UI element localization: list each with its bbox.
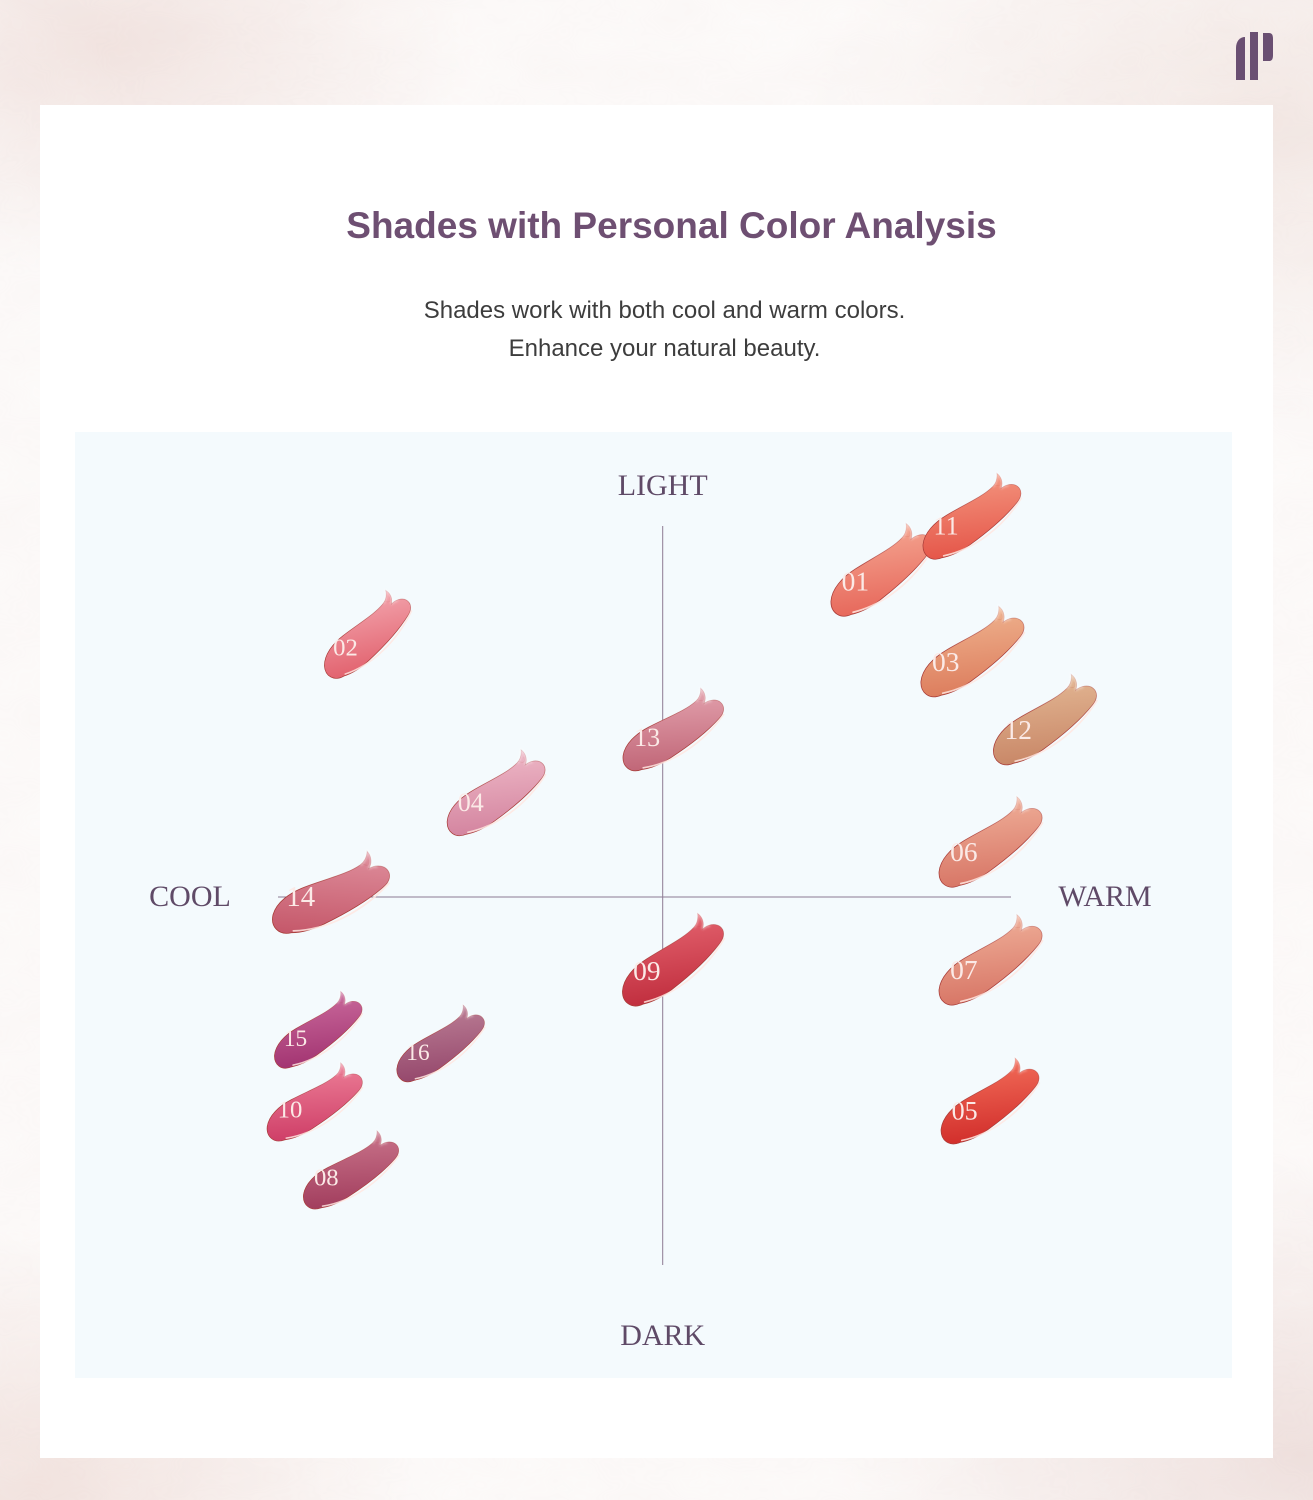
- svg-text:10: 10: [278, 1097, 303, 1124]
- svg-text:03: 03: [932, 647, 959, 677]
- svg-text:15: 15: [284, 1026, 307, 1052]
- svg-text:16: 16: [406, 1040, 429, 1066]
- svg-text:02: 02: [333, 634, 358, 661]
- svg-text:13: 13: [634, 723, 660, 752]
- svg-text:COOL: COOL: [149, 880, 231, 913]
- svg-text:06: 06: [950, 837, 977, 867]
- svg-text:01: 01: [842, 566, 869, 596]
- svg-text:08: 08: [314, 1165, 339, 1192]
- svg-text:14: 14: [286, 881, 315, 913]
- svg-text:LIGHT: LIGHT: [618, 469, 708, 502]
- svg-text:09: 09: [633, 956, 660, 986]
- svg-text:07: 07: [950, 955, 977, 985]
- svg-text:WARM: WARM: [1058, 880, 1151, 913]
- svg-text:12: 12: [1005, 715, 1032, 745]
- svg-text:DARK: DARK: [620, 1319, 705, 1352]
- svg-text:05: 05: [952, 1096, 978, 1125]
- svg-text:11: 11: [934, 512, 959, 541]
- svg-text:04: 04: [458, 788, 484, 817]
